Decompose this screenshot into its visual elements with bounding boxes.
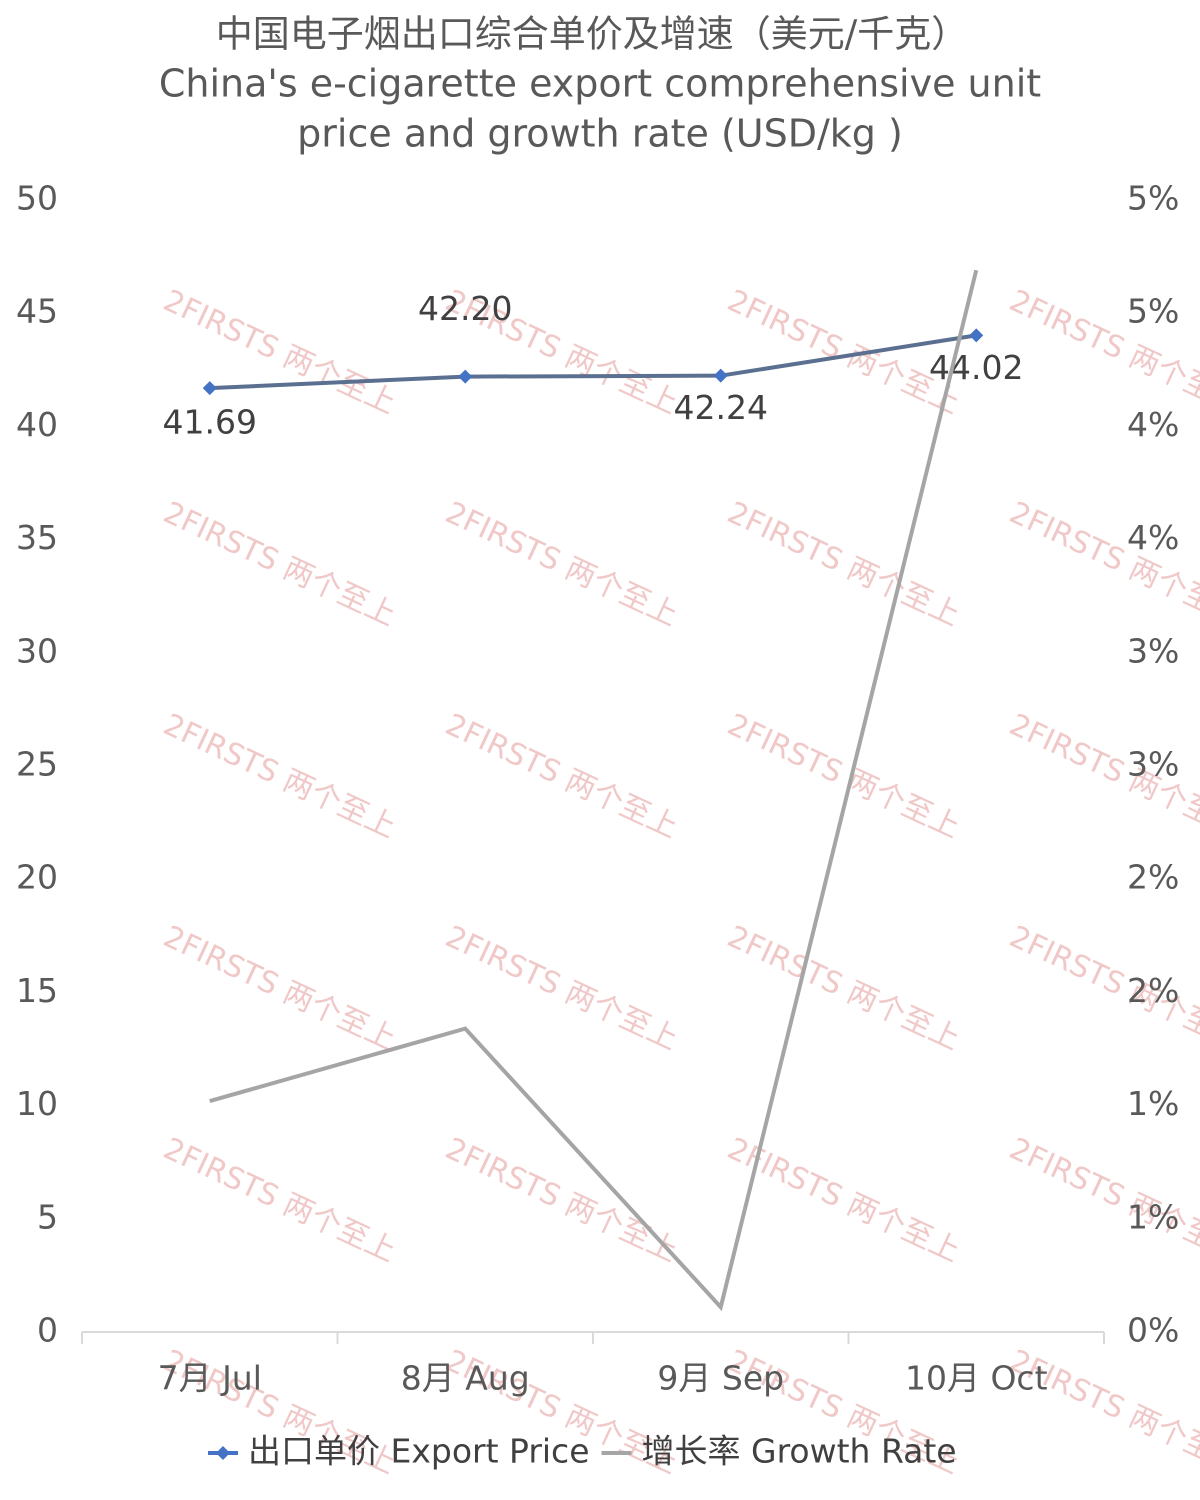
point-marker [969,328,984,343]
watermark: 2FIRSTS 两个至上 [158,707,401,845]
y2-tick-label: 4% [1127,405,1179,444]
point-marker [458,369,473,384]
chart-subtitle: price and growth rate (USD/kg ) [297,112,903,156]
watermark: 2FIRSTS 两个至上 [158,495,401,633]
watermark: 2FIRSTS 两个至上 [158,283,401,421]
y-tick-label: 30 [16,631,58,670]
y2-tick-label: 3% [1127,631,1179,670]
data-label: 41.69 [163,403,257,442]
y-tick-label: 20 [16,858,58,897]
y-tick-label: 15 [16,971,58,1010]
x-tick-label: 7月 Jul [158,1359,262,1398]
y2-tick-label: 1% [1127,1084,1179,1123]
y2-tick-label: 1% [1127,1197,1179,1236]
watermarks: 2FIRSTS 两个至上 2FIRSTS 两个至上 2FIRSTS 两个至上 2FIR… [158,283,1200,1481]
watermark: 2FIRSTS 两个至上 [1004,495,1200,633]
series-line [209,333,977,391]
y-tick-label: 40 [16,405,58,444]
watermark: 2FIRSTS 两个至上 [722,495,965,633]
x-tick-label: 8月 Aug [401,1359,530,1398]
watermark: 2FIRSTS 两个至上 [158,1131,401,1269]
watermark: 2FIRSTS 两个至上 [158,919,401,1057]
legend-label: 出口单价 Export Price [248,1432,590,1471]
point-marker [202,381,217,396]
x-tick-label: 10月 Oct [905,1359,1048,1398]
watermark: 2FIRSTS 两个至上 [440,707,683,845]
watermark: 2FIRSTS 两个至上 [440,1131,683,1269]
data-label: 42.24 [674,388,768,427]
legend-label: 增长率 Growth Rate [642,1432,957,1471]
x-tick-label: 9月 Sep [657,1359,784,1398]
chart-subtitle: China's e-cigarette export comprehensive… [159,62,1041,106]
series-line [209,269,979,1312]
y2-tick-label: 3% [1127,745,1179,784]
y-tick-label: 25 [16,745,58,784]
y2-tick-label: 5% [1127,179,1179,218]
watermark: 2FIRSTS 两个至上 [722,919,965,1057]
y2-tick-label: 5% [1127,292,1179,331]
y2-tick-label: 2% [1127,858,1179,897]
y-tick-label: 45 [16,292,58,331]
y-tick-label: 35 [16,518,58,557]
legend-marker [216,1446,230,1460]
chart-title: 中国电子烟出口综合单价及增速（美元/千克） [216,13,968,56]
y2-tick-label: 2% [1127,971,1179,1010]
y2-tick-label: 4% [1127,518,1179,557]
y-tick-label: 50 [16,179,58,218]
data-label: 44.02 [929,348,1023,387]
data-label: 42.20 [418,289,512,328]
y-tick-label: 5 [37,1197,58,1236]
y-tick-label: 10 [16,1084,58,1123]
y-tick-label: 0 [37,1311,58,1350]
watermark: 2FIRSTS 两个至上 [722,707,965,845]
watermark: 2FIRSTS 两个至上 [440,919,683,1057]
watermark: 2FIRSTS 两个至上 [440,495,683,633]
y2-tick-label: 0% [1127,1311,1179,1350]
point-marker [713,368,728,383]
